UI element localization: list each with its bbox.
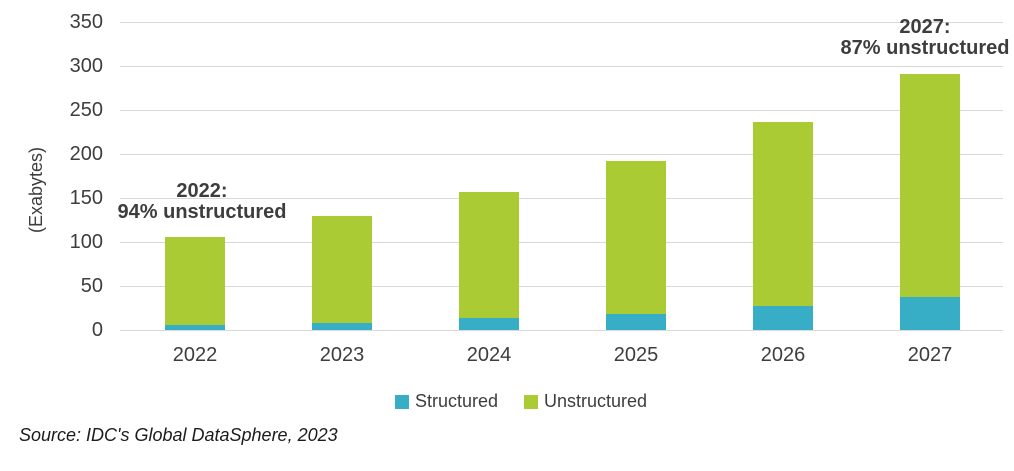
gridline [120,242,1003,243]
bar-2026-structured-segment [753,306,813,330]
source-note: Source: IDC's Global DataSphere, 2023 [19,425,338,445]
gridline [120,110,1003,111]
bar-2026 [753,122,813,330]
bar-2025-unstructured-segment [606,161,666,315]
legend-swatch-structured [394,394,409,409]
bar-2023-structured-segment [312,322,372,330]
gridline [120,286,1003,287]
bar-2026-unstructured-segment [753,122,813,307]
bar-2022-structured-segment [165,324,225,330]
annotation-2027-line2: 87% unstructured [840,37,1010,59]
y-tick-label: 150 [69,187,103,209]
annotation-2027-line1: 2027: [899,16,951,38]
bar-2023 [312,216,372,330]
x-tick-label-2022: 2022 [172,344,218,366]
bar-2027 [900,73,960,330]
annotation-2022: 2022: 94% unstructured [102,181,302,223]
bar-2022 [165,236,225,330]
legend-label-structured: Structured [414,391,498,411]
bar-2027-structured-segment [900,296,960,330]
annotation-2027: 2027: 87% unstructured [825,17,1014,59]
annotation-2022-line1: 2022: [176,180,228,202]
y-tick-label: 300 [69,55,103,77]
y-tick-label: 100 [69,231,103,253]
legend-swatch-unstructured [524,394,538,409]
gridline [120,66,1003,67]
gridline [120,198,1003,199]
bar-2025-structured-segment [606,314,666,330]
legend-item-structured: Structured [394,391,498,412]
bar-2025 [606,161,666,330]
bar-2024-unstructured-segment [459,191,519,318]
gridline [120,154,1003,155]
legend-label-unstructured: Unstructured [544,391,648,411]
bar-2027-unstructured-segment [900,73,960,297]
bar-2024-structured-segment [459,317,519,330]
x-tick-label-2024: 2024 [466,344,512,366]
gridline [120,330,1003,331]
y-tick-label: 200 [69,143,103,165]
y-tick-label: 250 [69,99,103,121]
x-tick-label-2025: 2025 [613,344,659,366]
y-tick-label: 50 [80,275,103,297]
bar-2022-unstructured-segment [165,236,225,325]
x-tick-label-2027: 2027 [907,344,953,366]
annotation-2022-line2: 94% unstructured [117,201,287,223]
y-tick-label: 350 [69,11,103,33]
gridline [120,22,1003,23]
x-tick-label-2026: 2026 [760,344,806,366]
bar-2023-unstructured-segment [312,216,372,323]
bar-2024 [459,191,519,330]
legend: Structured Unstructured [14,391,1014,412]
x-tick-label-2023: 2023 [319,344,365,366]
y-tick-label: 0 [91,319,103,341]
legend-item-unstructured: Unstructured [524,391,647,412]
